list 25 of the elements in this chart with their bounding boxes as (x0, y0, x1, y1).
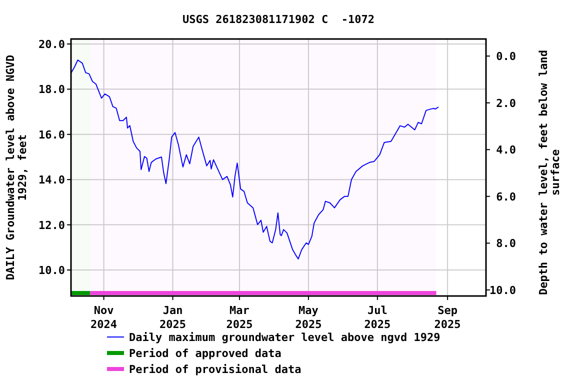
line-series (70, 60, 440, 260)
legend-label: Daily maximum groundwater level above ngvd 1929 (129, 331, 440, 344)
y2-axis-title: Depth to water level, feet below land surface (537, 50, 562, 296)
y2-tick-label: 0.0 (496, 50, 516, 64)
x-tick-label: Jan 2025 (160, 304, 186, 331)
x-tick-label: Jul 2025 (364, 304, 391, 331)
y2-tick-label: 6.0 (496, 190, 516, 204)
y-tick-label: 10.0 (38, 264, 65, 278)
y-tick-label: 14.0 (38, 174, 65, 187)
x-tick-label: Sep 2025 (434, 304, 461, 331)
y-tick-label: 20.0 (38, 38, 65, 51)
y2-tick-label: 2.0 (496, 96, 516, 110)
x-tick-label: May 2025 (295, 304, 322, 331)
y-tick-label: 16.0 (38, 128, 65, 142)
y-tick-label: 12.0 (38, 218, 65, 232)
x-tick-label: Nov 2024 (90, 304, 118, 331)
chart-title: USGS 261823081171902 C -1072 (182, 13, 375, 26)
legend-label: Period of provisional data (129, 363, 302, 376)
y-tick-label: 18.0 (38, 83, 65, 96)
y2-tick-label: 8.0 (496, 237, 516, 250)
y2-tick-label: 10.0 (490, 284, 516, 297)
x-tick-label: Mar 2025 (226, 304, 253, 331)
y2-tick-label: 4.0 (496, 144, 516, 157)
legend-label: Period of approved data (129, 347, 282, 360)
y-axis-title: DAILY Groundwater level above NGVD 1929, feet (4, 54, 29, 280)
